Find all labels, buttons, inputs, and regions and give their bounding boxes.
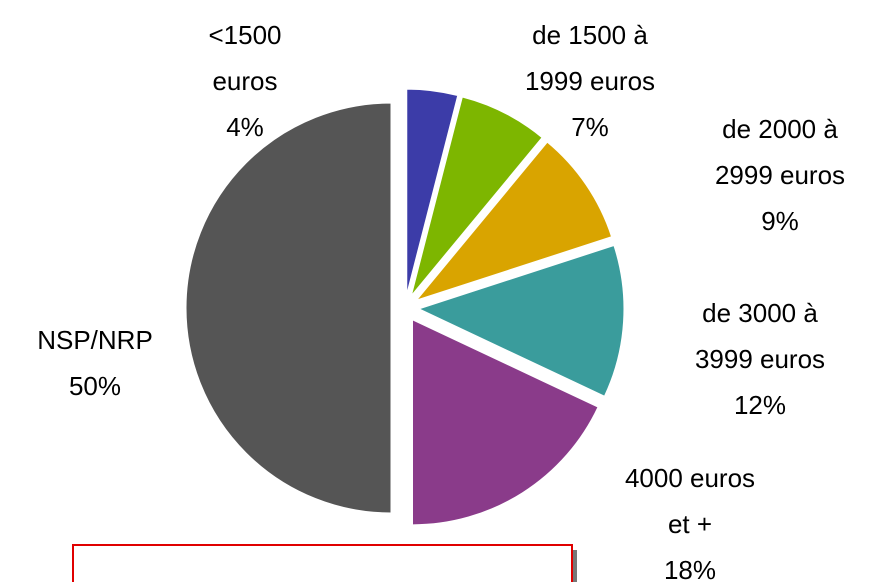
pie-slice xyxy=(406,88,459,295)
slice-label: de 3000 à 3999 euros 12% xyxy=(610,290,877,428)
pie-slice xyxy=(185,102,392,514)
category-label: NSP/NRP xyxy=(37,325,153,355)
pie-slice xyxy=(410,96,543,296)
empty-box xyxy=(72,544,573,582)
category-label: de 3000 à 3999 euros xyxy=(694,298,826,374)
slice-label: de 1500 à 1999 euros 7% xyxy=(440,12,740,150)
slice-label: 4000 euros et + 18% xyxy=(540,455,840,582)
slice-label: NSP/NRP 50% xyxy=(0,317,245,409)
slice-label: <1500 euros 4% xyxy=(95,12,395,150)
value-label: 12% xyxy=(733,390,787,420)
category-label: de 1500 à 1999 euros xyxy=(524,20,656,96)
category-label: de 2000 à 2999 euros xyxy=(714,114,846,190)
category-label: 4000 euros et + xyxy=(624,463,756,539)
pie-slice xyxy=(412,319,599,526)
slice-label: de 2000 à 2999 euros 9% xyxy=(630,106,877,244)
value-label: 9% xyxy=(761,206,799,236)
pie-slice xyxy=(417,244,625,397)
pie-slice xyxy=(415,141,613,302)
value-label: 7% xyxy=(571,112,609,142)
value-label: 4% xyxy=(226,112,264,142)
value-label: 50% xyxy=(68,371,122,401)
category-label: <1500 euros xyxy=(208,20,282,96)
value-label: 18% xyxy=(663,555,717,582)
